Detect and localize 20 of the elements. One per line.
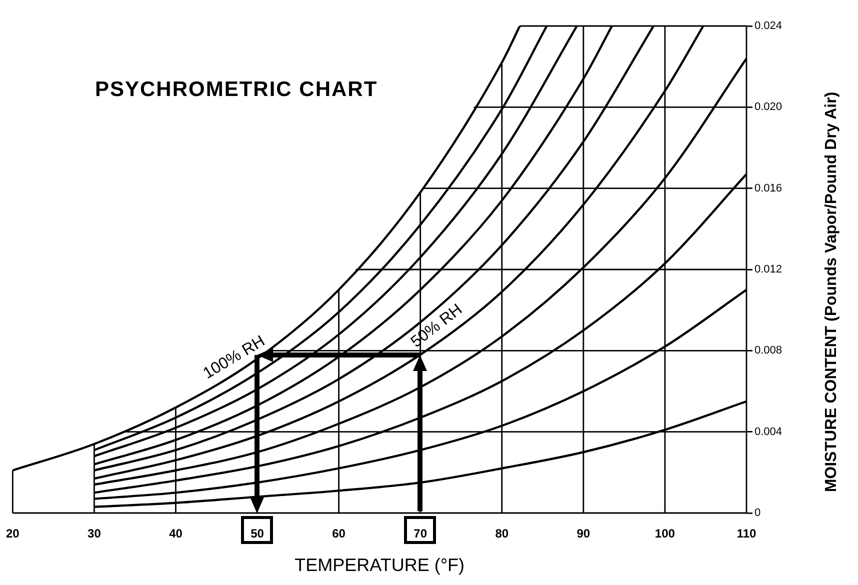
x-tick-label: 20	[6, 526, 20, 541]
x-tick-label: 50	[250, 526, 264, 541]
x-tick-label: 70	[414, 526, 428, 541]
x-tick-label: 100	[654, 526, 676, 541]
y-tick-label: 0.012	[754, 264, 782, 276]
y-tick-label: 0.008	[754, 344, 782, 357]
y-axis-title: MOISTURE CONTENT (Pounds Vapor/Pound Dry Air)	[823, 92, 841, 492]
y-tick-label: 0.004	[754, 426, 782, 438]
x-tick-label: 80	[495, 526, 509, 541]
y-tick-label: 0.020	[754, 101, 782, 114]
y-tick-label: 0	[754, 507, 761, 520]
y-tick-label: 0.024	[754, 20, 782, 32]
x-tick-label: 90	[576, 526, 590, 541]
x-tick-label: 110	[736, 526, 756, 541]
text: PSYCHROMETRIC CHART	[95, 78, 378, 102]
x-tick-label: 30	[88, 526, 102, 541]
x-axis-title: TEMPERATURE (°F)	[294, 555, 465, 576]
y-tick-label: 0.016	[754, 182, 782, 194]
x-tick-label: 40	[169, 526, 183, 541]
x-tick-label: 60	[332, 526, 346, 541]
